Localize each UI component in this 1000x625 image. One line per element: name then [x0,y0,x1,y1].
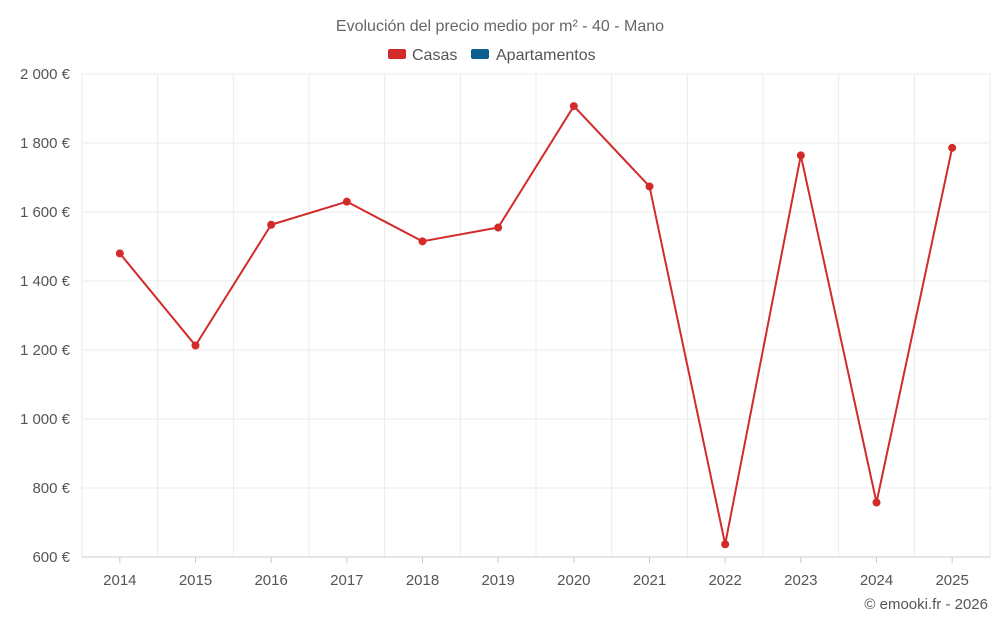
data-point [872,498,881,507]
x-tick-label: 2023 [784,572,817,589]
y-tick-label: 1 000 € [20,411,71,428]
data-point [569,102,578,111]
data-point [721,540,730,549]
data-point [342,197,351,206]
x-tick-label: 2021 [633,572,666,589]
x-tick-label: 2014 [103,572,136,589]
series [115,102,957,549]
legend-item-apartamentos[interactable]: Apartamentos [471,47,596,64]
legend-item-casas[interactable]: Casas [388,47,457,64]
data-point [494,223,503,232]
x-tick-label: 2020 [557,572,590,589]
data-point [115,249,124,258]
y-tick-label: 1 200 € [20,342,71,359]
axes: 600 € 800 € 1 000 € 1 200 € 1 400 € 1 600 € 1 … [20,66,990,589]
data-point [267,220,276,229]
x-tick-label: 2024 [860,572,893,589]
y-tick-label: 2 000 € [20,66,71,83]
x-tick-label: 2019 [481,572,514,589]
legend-label-casas: Casas [412,47,457,64]
grid [81,73,991,558]
data-point [645,182,654,191]
x-tick-label: 2017 [330,572,363,589]
credit-text: © emooki.fr - 2026 [864,596,988,613]
data-point [948,143,957,152]
series-line-casas [119,105,954,546]
x-tick-label: 2015 [179,572,212,589]
legend-label-apartamentos: Apartamentos [496,47,596,64]
x-tick-label: 2022 [708,572,741,589]
y-tick-label: 1 600 € [20,204,71,221]
y-tick-label: 1 400 € [20,273,71,290]
legend-swatch-casas [388,49,406,59]
data-point [418,237,427,246]
legend-swatch-apartamentos [471,49,489,59]
x-tick-label: 2025 [935,572,968,589]
y-tick-label: 1 800 € [20,135,71,152]
legend: Casas Apartamentos [388,47,596,64]
data-point [191,341,200,350]
x-tick-label: 2018 [406,572,439,589]
x-tick-label: 2016 [254,572,287,589]
chart-title: Evolución del precio medio por m² - 40 -… [336,18,664,35]
data-point [796,151,805,160]
y-tick-label: 800 € [32,480,70,497]
y-tick-label: 600 € [32,549,70,566]
